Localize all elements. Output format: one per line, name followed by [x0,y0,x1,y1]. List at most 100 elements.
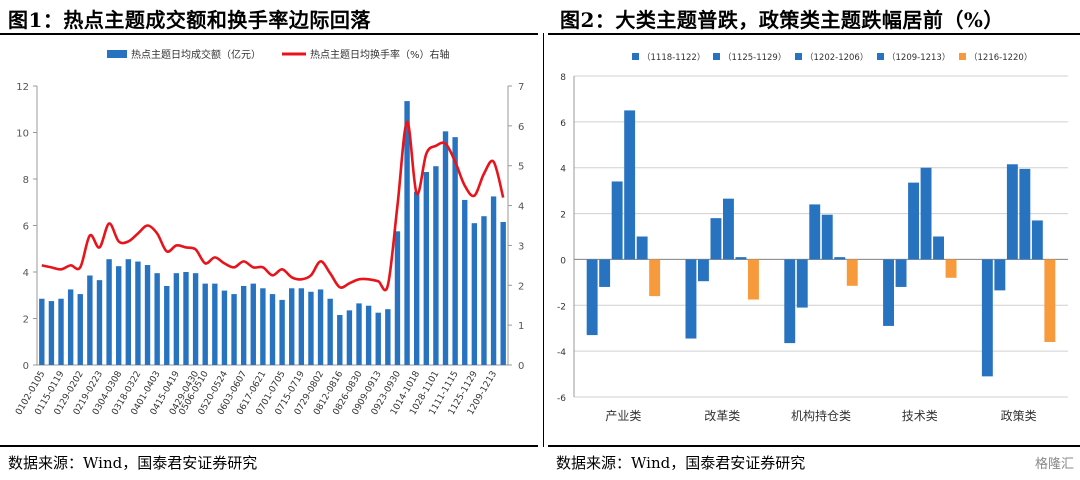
turnover-bar [231,294,237,365]
right-y-tick-label: 0 [518,361,524,372]
turnover-bar [317,289,324,365]
turnover-bar [106,259,112,365]
turnover-bar [462,199,468,365]
return-bar [1031,220,1043,260]
turnover-bar [452,137,458,365]
right-chart: -6 -4 -2 0 2 4 6 8 产业类 改革类 机构持仓类 技术类 政策类 （1118-1122） （… [557,52,1068,423]
legend-label: （1216-1220） [969,52,1032,63]
turnover-bar [279,299,285,365]
y-tick-label: -2 [557,302,566,312]
left-y-tick-label: 2 [23,315,29,326]
y-tick-label: 6 [560,119,566,129]
legend-bar-swatch [107,50,127,58]
left-source-note: 数据来源：Wind，国泰君安证券研究 [8,454,258,472]
right-y-tick-label: 3 [518,241,524,252]
return-bar [649,259,661,297]
category-label: 机构持仓类 [791,408,851,423]
return-bar [1019,168,1031,260]
legend-label: （1118-1122） [642,52,705,63]
turnover-bar [125,259,132,365]
turnover-bar [269,294,276,365]
category-label: 政策类 [1001,409,1037,423]
return-bar [920,167,932,260]
turnover-bar [308,291,314,365]
turnover-bar [39,298,45,365]
turnover-bar [58,298,64,365]
return-bar [685,259,697,339]
turnover-bar [144,265,151,365]
legend-swatch [713,53,720,60]
return-bar [624,110,636,260]
right-y-tick-label: 2 [518,281,524,292]
return-bar [821,214,833,260]
return-bar [735,257,747,260]
legend-label: （1125-1129） [723,52,786,63]
y-tick-label: -6 [557,394,566,404]
turnover-bar [327,298,333,365]
right-chart-frame [548,33,1080,447]
legend-label: （1209-1213） [887,52,950,63]
turnover-bar [202,283,208,365]
turnover-bar [250,283,256,365]
return-bar [1044,259,1056,342]
y-tick-label: 0 [560,256,566,266]
legend-line-label: 热点主题日均换手率（%）右轴 [310,48,450,61]
return-bar [846,259,858,286]
return-bar [586,259,598,336]
turnover-bar [48,301,55,365]
return-bar [599,259,611,287]
return-bar [636,236,648,260]
turnover-bar [96,280,103,365]
turnover-bar [192,273,199,365]
return-bar [908,182,919,260]
return-bar [945,259,957,278]
right-chart-title: 图2：大类主题普跌，政策类主题跌幅居前（%） [560,8,1004,32]
return-bar [698,259,709,282]
turnover-bar [173,273,180,365]
turnover-bar [471,223,478,365]
turnover-bar [423,172,429,365]
turnover-bar [365,305,372,365]
return-bar [723,198,734,260]
turnover-bar [413,191,420,365]
left-y-tick-label: 6 [23,222,29,233]
return-bar [883,259,894,326]
turnover-bar [116,266,122,365]
turnover-bar [221,290,228,365]
return-bar [994,259,1006,291]
turnover-bar [212,283,218,365]
legend-label: （1202-1206） [805,52,868,63]
legend-swatch [632,53,639,60]
left-y-tick-label: 0 [23,361,29,372]
left-y-tick-label: 12 [16,82,29,93]
category-label: 技术类 [902,409,938,423]
legend-swatch [959,53,966,60]
turnover-bar [442,131,449,365]
return-bar [933,236,944,260]
left-y-tick-label: 4 [23,268,29,279]
y-tick-label: 2 [560,211,566,221]
turnover-bar [346,310,353,365]
y-tick-label: 4 [560,165,566,175]
return-bar [1006,164,1018,260]
turnover-bar [87,275,93,365]
y-tick-label: 8 [560,73,566,83]
turnover-bar [77,294,83,365]
turnover-bar [240,285,247,365]
legend-bar-label: 热点主题日均成交额（亿元） [131,48,261,61]
return-bar [981,259,993,377]
watermark: 格隆汇 [1034,457,1074,472]
left-y-tick-label: 8 [23,175,29,186]
turnover-bar [289,288,295,365]
turnover-bar [154,273,160,365]
turnover-bar [481,216,487,365]
left-chart-title: 图1：热点主题成交额和换手率边际回落 [8,8,371,32]
return-bar [809,204,821,260]
turnover-bar [375,312,381,365]
right-y-tick-label: 4 [518,202,524,213]
return-bar [895,259,907,287]
turnover-bar [433,166,439,365]
right-y-tick-label: 5 [518,162,524,173]
turnover-bar [500,222,506,365]
panel-divider [543,33,544,447]
